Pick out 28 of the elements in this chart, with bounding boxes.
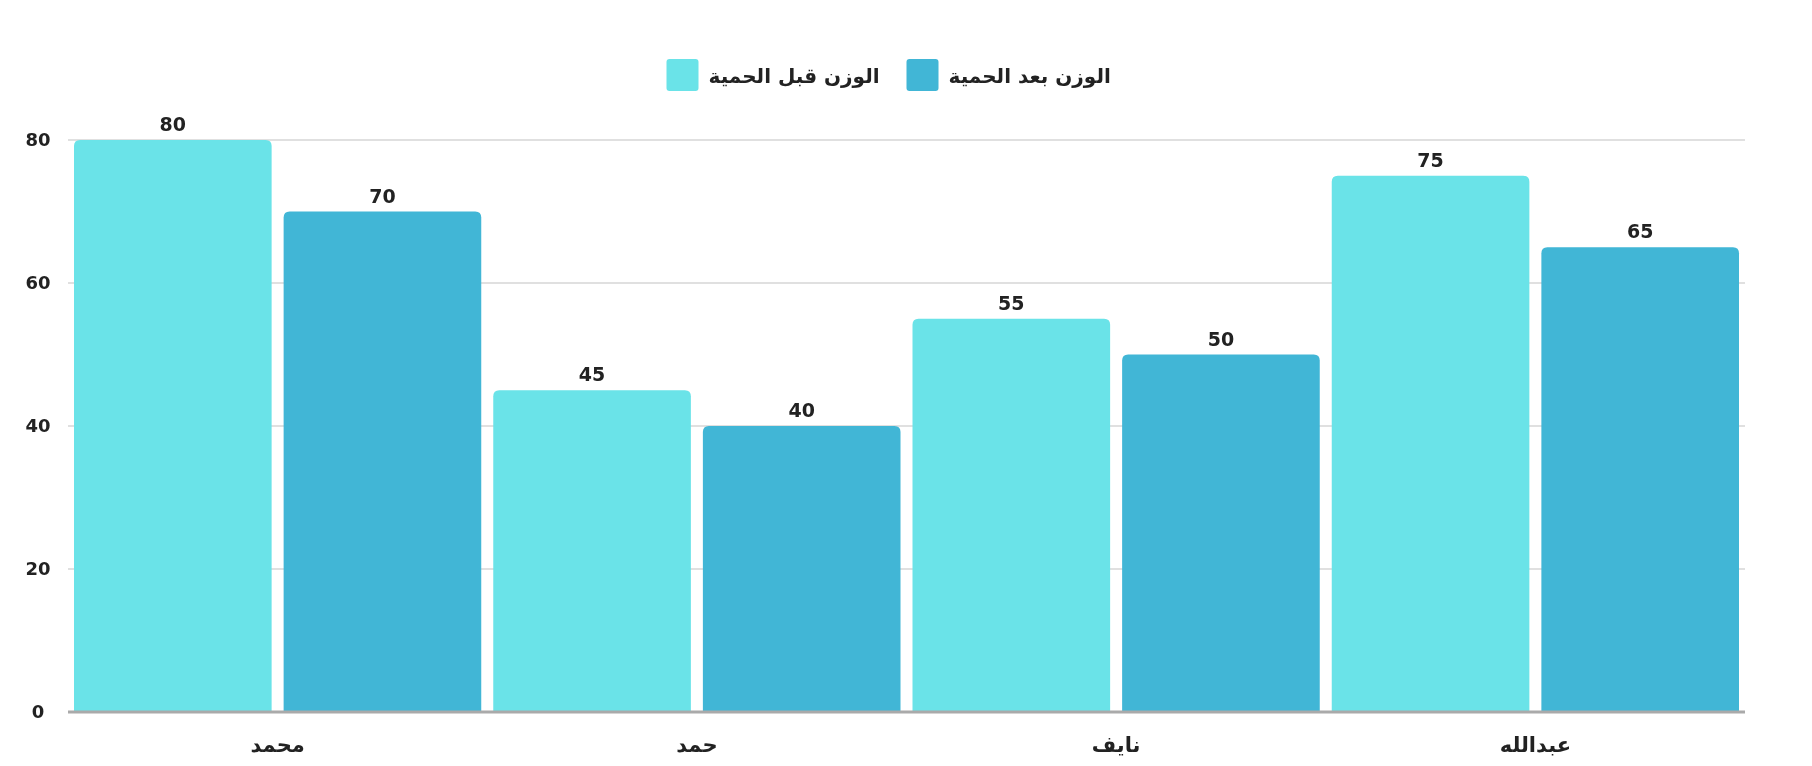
y-tick-label: 40: [25, 415, 51, 436]
data-label: 70: [369, 184, 396, 207]
y-tick-label: 0: [31, 701, 45, 722]
x-tick-label: نايف: [1091, 733, 1141, 757]
bar: [74, 140, 272, 712]
bar: [912, 318, 1111, 712]
bar: [493, 390, 691, 712]
y-tick-label: 60: [25, 272, 51, 293]
data-label: 65: [1626, 220, 1654, 243]
legend-label: الوزن بعد الحمية: [948, 64, 1111, 88]
legend-label: الوزن قبل الحمية: [708, 64, 880, 88]
x-tick-label: حمد: [676, 733, 718, 757]
data-label: 55: [998, 291, 1025, 314]
data-label: 80: [159, 113, 187, 135]
bar: [1331, 175, 1530, 712]
data-label: 45: [578, 363, 606, 386]
bar: [1541, 247, 1739, 712]
data-label: 50: [1207, 327, 1235, 350]
bar: [1122, 354, 1320, 712]
data-label: 75: [1417, 148, 1444, 171]
x-tick-label: عبدالله: [1499, 733, 1572, 757]
bar: [702, 426, 901, 712]
data-label: 40: [788, 399, 815, 421]
x-tick-label: محمد: [250, 733, 305, 757]
bar: [283, 211, 482, 712]
y-tick-label: 20: [25, 558, 51, 579]
legend: الوزن قبل الحمية الوزن بعد الحمية: [666, 59, 1111, 91]
y-tick-label: 80: [25, 129, 51, 150]
